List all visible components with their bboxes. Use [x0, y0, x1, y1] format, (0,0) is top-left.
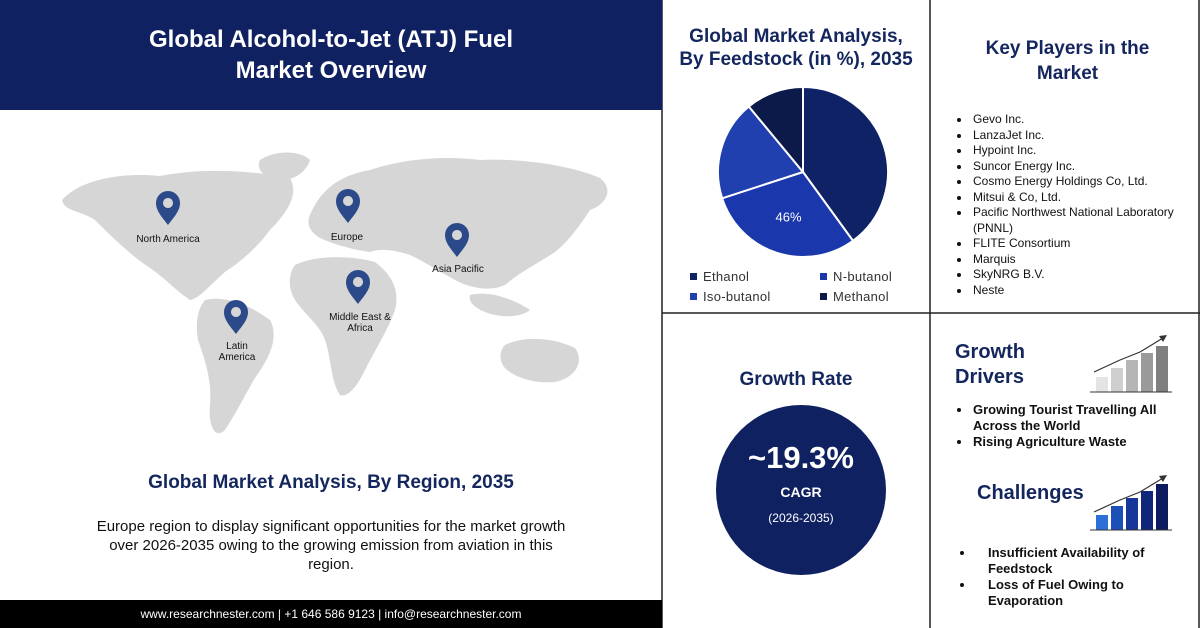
pie-chart: 46% Ethanol N-butanol Iso-butanol Methanol — [690, 85, 892, 304]
list-item: Rising Agriculture Waste — [955, 434, 1170, 450]
region-label: North America — [136, 234, 200, 245]
challenge-icon — [1090, 475, 1172, 531]
growth-rate-value: ~19.3% — [747, 440, 854, 475]
list-item: Cosmo Energy Holdings Co, Ltd. — [955, 174, 1185, 190]
challenges-list: Insufficient Availability of Feedstock Lo… — [960, 545, 1181, 609]
drivers-title: Growth Drivers — [955, 341, 1025, 388]
header: Global Alcohol-to-Jet (ATJ) Fuel Market … — [0, 0, 662, 110]
icon-bar — [1126, 498, 1138, 530]
list-item: Loss of Fuel Owing to Evaporation — [960, 577, 1181, 609]
map-pins — [156, 189, 469, 334]
list-item: FLITE Consortium — [955, 236, 1185, 252]
legend-label: Iso-butanol — [703, 289, 771, 304]
list-item: LanzaJet Inc. — [955, 128, 1185, 144]
southeast-asia — [469, 293, 530, 317]
icon-bar — [1111, 368, 1123, 392]
list-item: Pacific Northwest National Laboratory (P… — [955, 205, 1185, 236]
icon-arrow — [1093, 337, 1164, 373]
list-item: Marquis — [955, 252, 1185, 268]
pin — [224, 300, 248, 334]
pin — [156, 191, 180, 225]
footer-contact: www.researchnester.com | +1 646 586 9123… — [0, 600, 662, 628]
list-item: Gevo Inc. — [955, 112, 1185, 128]
region-text: Europe region to display significant opp… — [96, 518, 566, 573]
icon-bar — [1156, 346, 1168, 392]
pie-slice — [747, 85, 804, 175]
growth-icon — [1090, 335, 1172, 393]
list-item: Mitsui & Co, Ltd. — [955, 190, 1185, 206]
drivers-list: Growing Tourist Travelling All Across th… — [955, 402, 1170, 450]
region-label: Middle East & Africa — [329, 312, 391, 334]
region-title: Global Market Analysis, By Region, 2035 — [148, 472, 514, 493]
legend-label: Methanol — [833, 289, 889, 304]
legend-label: Ethanol — [703, 269, 749, 284]
world-map — [62, 152, 608, 434]
header-title: Global Alcohol-to-Jet (ATJ) Fuel Market … — [149, 26, 513, 84]
pie-slice — [802, 85, 889, 243]
growth-circle — [716, 405, 886, 575]
icon-bar — [1096, 377, 1108, 392]
legend-label: N-butanol — [833, 269, 892, 284]
list-item: Insufficient Availability of Feedstock — [960, 545, 1181, 577]
challenges-title: Challenges — [977, 482, 1084, 504]
dividers — [661, 0, 1200, 628]
australia — [500, 338, 579, 383]
icon-arrowhead — [1159, 475, 1167, 482]
icon-bar — [1096, 515, 1108, 530]
north-america — [62, 170, 294, 300]
pin — [336, 189, 360, 223]
pin — [445, 223, 469, 257]
legend-swatch — [690, 273, 697, 280]
list-item: SkyNRG B.V. — [955, 267, 1185, 283]
pie-title: Global Market Analysis, By Feedstock (in… — [679, 26, 913, 70]
key-players-title: Key Players in the Market — [985, 38, 1150, 84]
pin — [346, 270, 370, 304]
africa — [289, 257, 397, 396]
growth-rate-label: CAGR — [780, 484, 822, 500]
list-item: Hypoint Inc. — [955, 143, 1185, 159]
south-america — [196, 298, 274, 434]
list-item: Neste — [955, 283, 1185, 299]
greenland — [258, 152, 310, 181]
list-item: Suncor Energy Inc. — [955, 159, 1185, 175]
key-players-list: Gevo Inc. LanzaJet Inc. Hypoint Inc. Suncor… — [955, 112, 1185, 298]
legend-swatch — [820, 293, 827, 300]
growth-rate-title: Growth Rate — [739, 369, 853, 390]
legend-swatch — [820, 273, 827, 280]
icon-bar — [1126, 360, 1138, 392]
pie-slice — [720, 170, 855, 258]
pie-slice — [717, 105, 805, 200]
icon-bar — [1141, 353, 1153, 392]
icon-bar — [1156, 484, 1168, 530]
icon-arrow — [1093, 477, 1164, 513]
icon-bar — [1111, 506, 1123, 530]
list-item: Growing Tourist Travelling All Across th… — [955, 402, 1170, 434]
region-label: Asia Pacific — [432, 264, 484, 275]
icon-arrowhead — [1159, 335, 1167, 342]
region-label: Latin America — [218, 341, 256, 363]
legend-swatch — [690, 293, 697, 300]
region-label: Europe — [330, 232, 364, 243]
growth-rate-period: (2026-2035) — [768, 511, 834, 525]
pie-annotation: 46% — [776, 209, 802, 224]
icon-bar — [1141, 491, 1153, 530]
